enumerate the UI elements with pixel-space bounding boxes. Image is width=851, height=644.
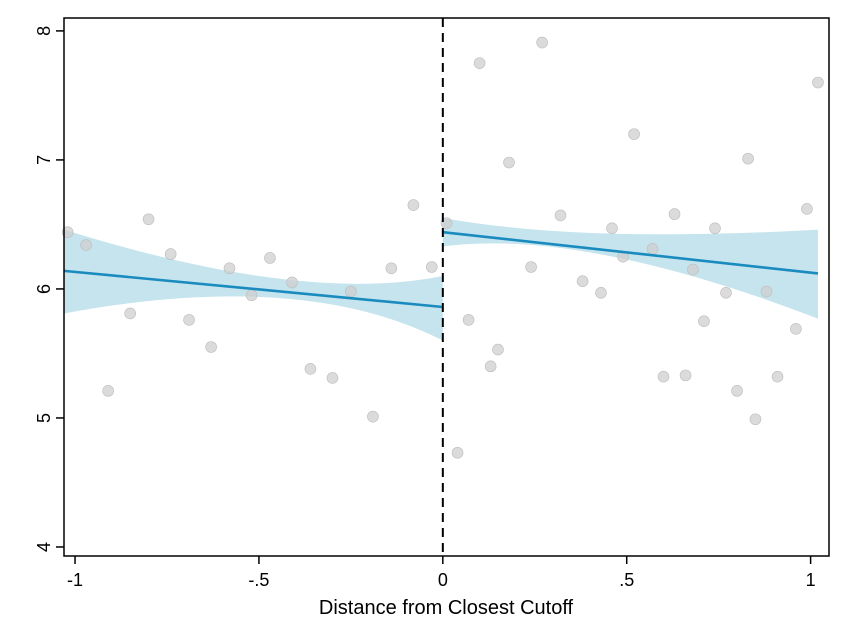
- scatter-point: [525, 261, 537, 273]
- scatter-point: [245, 289, 258, 302]
- x-axis-title: Distance from Closest Cutoff: [319, 597, 574, 619]
- x-tick-label: 0: [438, 570, 448, 590]
- scatter-point: [142, 213, 155, 226]
- confidence-band-left: [64, 229, 443, 341]
- scatter-point: [742, 152, 754, 165]
- scatter-point: [790, 323, 802, 335]
- scatter-point: [576, 275, 589, 287]
- scatter-point: [687, 263, 699, 276]
- scatter-point: [304, 363, 317, 375]
- y-tick-label: 5: [34, 413, 54, 423]
- scatter-point: [223, 262, 236, 275]
- scatter-point: [425, 261, 438, 273]
- scatter-point: [484, 360, 497, 373]
- scatter-point: [595, 287, 607, 299]
- x-tick-label: .5: [619, 570, 634, 590]
- plot-frame: [63, 17, 830, 557]
- scatter-point: [124, 307, 137, 320]
- fit-line-right: [442, 230, 819, 275]
- scatter-point: [205, 341, 217, 353]
- y-tick-label: 7: [34, 155, 54, 165]
- fit-lines: [63, 230, 819, 309]
- scatter-point: [451, 446, 464, 459]
- scatter-point: [749, 413, 762, 426]
- y-tick-label: 6: [34, 284, 54, 294]
- scatter-point: [606, 222, 618, 235]
- scatter-point: [709, 222, 721, 235]
- scatter-point: [536, 36, 548, 49]
- scatter-point: [164, 248, 177, 260]
- scatter-point: [345, 285, 357, 298]
- scatter-point: [492, 343, 504, 356]
- scatter-point: [407, 199, 420, 211]
- scatter-point: [326, 372, 339, 384]
- scatter-point: [657, 370, 670, 383]
- scatter-point: [61, 226, 74, 238]
- scatter-point: [720, 287, 732, 299]
- scatter-point: [385, 262, 398, 275]
- y-tick-label: 4: [34, 542, 54, 552]
- scatter-point: [698, 315, 710, 327]
- scatter-point: [367, 410, 379, 423]
- scatter-point: [646, 243, 659, 255]
- scatter-point: [760, 285, 773, 298]
- scatter-point: [731, 385, 743, 397]
- scatter-point: [473, 57, 486, 69]
- scatter-point: [812, 76, 824, 89]
- scatter-point: [286, 276, 298, 289]
- scatter-point: [679, 369, 692, 382]
- x-tick-label: -1: [67, 570, 83, 590]
- scatter-point: [801, 203, 813, 215]
- y-axis: 4 5 6 7 8: [34, 26, 64, 552]
- scatter-points: [61, 36, 824, 459]
- scatter-point: [771, 370, 784, 383]
- x-axis: -1 -.5 0 .5 1: [67, 556, 816, 590]
- x-tick-label: -.5: [248, 570, 269, 590]
- scatter-point: [102, 385, 114, 397]
- scatter-point: [554, 209, 567, 222]
- scatter-point: [264, 252, 276, 264]
- scatter-point: [628, 128, 640, 140]
- scatter-point: [503, 156, 515, 169]
- fit-line-left: [63, 269, 443, 309]
- scatter-point: [183, 314, 195, 326]
- scatter-point: [462, 314, 475, 326]
- y-tick-label: 8: [34, 26, 54, 36]
- scatter-point: [80, 239, 92, 251]
- x-tick-label: 1: [806, 570, 816, 590]
- scatter-point: [668, 208, 681, 220]
